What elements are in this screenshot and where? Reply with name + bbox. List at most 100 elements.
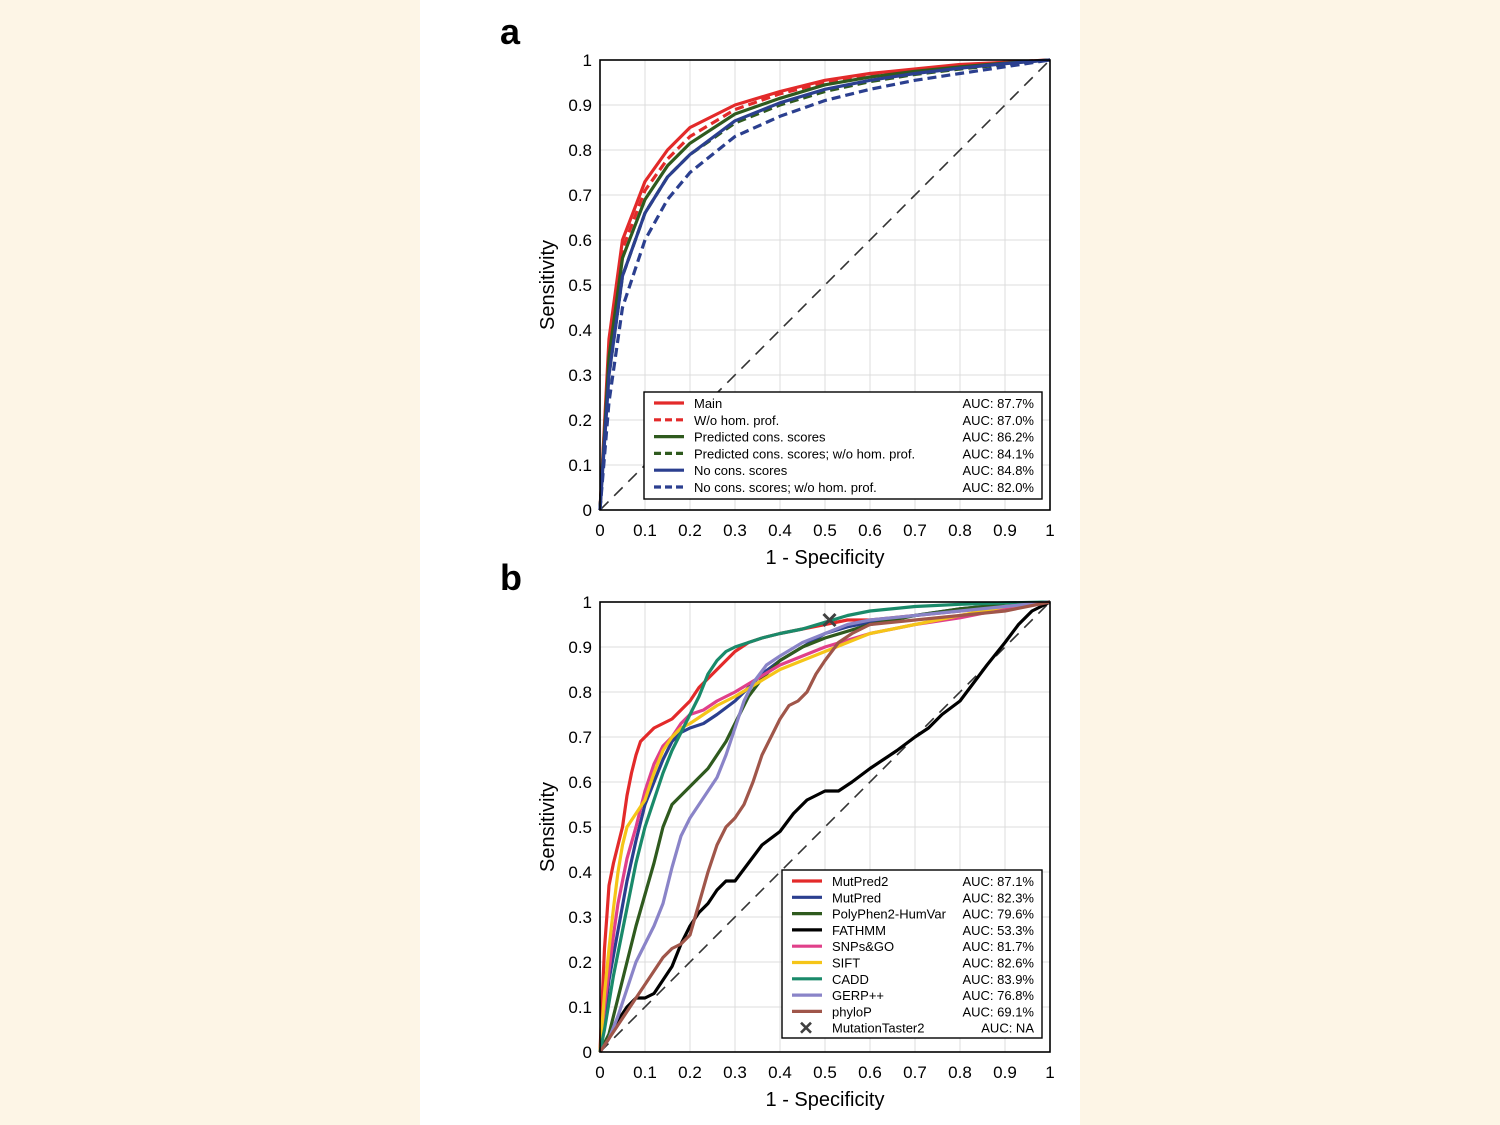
x-tick-label: 0.9 [993,521,1017,540]
legend-auc-snps-go: AUC: 81.7% [962,939,1034,954]
x-tick-label: 0.1 [633,521,657,540]
y-tick-label: 0.1 [568,456,592,475]
legend-label-mutpred: MutPred [832,890,881,905]
panel-label-a: a [500,11,521,52]
legend-label-no-cons-scores: No cons. scores [694,463,788,478]
y-tick-label: 0.3 [568,908,592,927]
legend-auc-no-cons-scores-w-o-hom-prof: AUC: 82.0% [962,480,1034,495]
x-tick-label: 0.1 [633,1063,657,1082]
x-tick-label: 0.5 [813,521,837,540]
legend-label-predicted-cons-scores: Predicted cons. scores [694,430,826,445]
legend-label-phylop: phyloP [832,1004,872,1019]
x-tick-label: 0 [595,521,604,540]
plot-frame [599,59,1051,511]
legend-auc-predicted-cons-scores-w-o-hom-prof: AUC: 84.1% [962,446,1034,461]
series-marker-mutationtaster2 [822,612,837,628]
y-tick-label: 0.1 [568,998,592,1017]
legend-label-main: Main [694,396,722,411]
legend-auc-main: AUC: 87.7% [962,396,1034,411]
roc-figure-svg: a b 0 0.1 0.2 0.3 0.4 0.5 0.6 0.7 0.8 0.9 1 0 0.1 0.2… [500,11,1055,1111]
legend-auc-w-o-hom-prof: AUC: 87.0% [962,413,1034,428]
y-tick-label: 0.6 [568,231,592,250]
x-tick-label: 0.2 [678,1063,702,1082]
series-line-mutpred2 [598,600,1051,1053]
y-tick-label: 0.7 [568,186,592,205]
series-line-no-cons-scores [598,58,1051,511]
x-axis-label: 1 - Specificity [766,1089,885,1111]
x-tick-label: 0.3 [723,1063,747,1082]
series-line-w-o-hom-prof [598,58,1051,511]
roc-chart-a: 0 0.1 0.2 0.3 0.4 0.5 0.6 0.7 0.8 0.9 1 0 0.1 0.2 0.3 0… [537,51,1055,569]
legend-auc-gerp: AUC: 76.8% [962,988,1034,1003]
legend-label-predicted-cons-scores-w-o-hom-prof: Predicted cons. scores; w/o hom. prof. [694,446,915,461]
y-axis-label: Sensitivity [537,240,559,330]
y-tick-label: 0.7 [568,728,592,747]
y-tick-label: 1 [583,51,592,70]
legend-auc-predicted-cons-scores: AUC: 86.2% [962,430,1034,445]
roc-figure: a b 0 0.1 0.2 0.3 0.4 0.5 0.6 0.7 0.8 0.9 1 0 0.1 0.2… [420,0,1080,1125]
legend-label-mutpred2: MutPred2 [832,874,888,889]
legend-auc-mutationtaster2: AUC: NA [981,1021,1034,1036]
x-tick-label: 0 [595,1063,604,1082]
roc-chart-b: 0 0.1 0.2 0.3 0.4 0.5 0.6 0.7 0.8 0.9 1 0 0.1 0.2 0.3 0… [537,593,1055,1111]
y-tick-label: 0.9 [568,638,592,657]
legend: Main AUC: 87.7% W/o hom. prof. AUC: 87.0% Pr… [643,391,1043,500]
x-tick-label: 0.7 [903,521,927,540]
y-tick-label: 0.2 [568,411,592,430]
x-tick-label: 0.2 [678,521,702,540]
x-tick-label: 0.4 [768,1063,792,1082]
legend-box [643,391,1043,500]
y-tick-label: 0.8 [568,141,592,160]
x-tick-label: 0.6 [858,521,882,540]
y-tick-label: 0.4 [568,863,592,882]
legend-box [781,869,1043,1039]
y-tick-label: 0.4 [568,321,592,340]
x-tick-label: 0.8 [948,521,972,540]
legend-auc-mutpred2: AUC: 87.1% [962,874,1034,889]
legend-label-mutationtaster2: MutationTaster2 [832,1021,925,1036]
plot-frame [599,601,1051,1053]
legend-label-snps-go: SNPs&GO [832,939,894,954]
legend-auc-cadd: AUC: 83.9% [962,972,1034,987]
legend-swatch-mutationtaster2 [800,1021,812,1034]
series-line-fathmm [598,600,1051,1053]
x-tick-label: 0.4 [768,521,792,540]
y-tick-label: 0.6 [568,773,592,792]
y-axis-label: Sensitivity [537,782,559,872]
legend-label-gerp: GERP++ [832,988,884,1003]
legend-auc-sift: AUC: 82.6% [962,956,1034,971]
series-line-main [598,58,1051,511]
legend-label-cadd: CADD [832,972,869,987]
y-tick-label: 1 [583,593,592,612]
x-tick-label: 0.6 [858,1063,882,1082]
series-line-cadd [598,600,1051,1053]
legend-label-fathmm: FATHMM [832,923,886,938]
y-tick-label: 0.3 [568,366,592,385]
legend-auc-mutpred: AUC: 82.3% [962,890,1034,905]
series-line-sift [598,600,1051,1053]
x-axis-label: 1 - Specificity [766,547,885,569]
legend: MutPred2 AUC: 87.1% MutPred AUC: 82.3% PolyP… [781,869,1043,1039]
x-tick-label: 0.8 [948,1063,972,1082]
legend-label-w-o-hom-prof: W/o hom. prof. [694,413,779,428]
series-line-mutpred [598,600,1051,1053]
series-line-gerp [598,600,1051,1053]
y-tick-label: 0.5 [568,276,592,295]
x-tick-label: 1 [1045,1063,1054,1082]
diagonal-reference-line [599,601,1051,1053]
legend-auc-polyphen2-humvar: AUC: 79.6% [962,907,1034,922]
y-tick-label: 0 [583,1043,592,1062]
x-tick-label: 0.5 [813,1063,837,1082]
y-tick-label: 0.5 [568,818,592,837]
series-line-no-cons-scores-w-o-hom-prof [598,58,1051,511]
legend-label-sift: SIFT [832,956,860,971]
y-tick-label: 0.9 [568,96,592,115]
series-line-phylop [598,600,1051,1053]
legend-auc-no-cons-scores: AUC: 84.8% [962,463,1034,478]
x-tick-label: 0.9 [993,1063,1017,1082]
legend-label-no-cons-scores-w-o-hom-prof: No cons. scores; w/o hom. prof. [694,480,877,495]
legend-auc-phylop: AUC: 69.1% [962,1004,1034,1019]
x-tick-label: 0.7 [903,1063,927,1082]
legend-label-polyphen2-humvar: PolyPhen2-HumVar [832,907,947,922]
legend-auc-fathmm: AUC: 53.3% [962,923,1034,938]
